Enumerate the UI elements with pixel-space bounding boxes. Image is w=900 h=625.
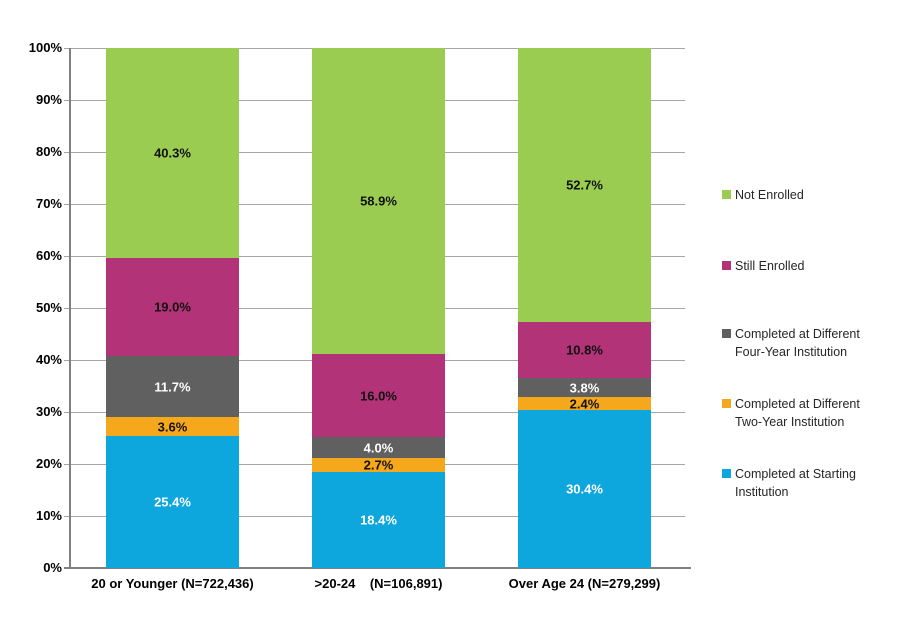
data-label: 18.4%: [360, 512, 397, 528]
data-label: 40.3%: [154, 145, 191, 161]
y-tick-label-30: 30%: [35, 404, 62, 419]
legend-swatch-icon: [722, 261, 731, 270]
bar-segment: [518, 409, 651, 568]
legend-label: Not Enrolled: [735, 188, 804, 202]
y-tick-label-90: 90%: [35, 92, 62, 107]
bar-segment: [106, 417, 239, 436]
legend-swatch-icon: [722, 469, 731, 478]
y-tick-label-20: 20%: [35, 456, 62, 471]
legend-item: Still Enrolled: [722, 257, 883, 275]
legend-item: Completed at Different Two-Year Institut…: [722, 395, 883, 431]
legend-label: Still Enrolled: [735, 259, 805, 273]
y-tick-label-100: 100%: [28, 40, 62, 55]
legend-item: Completed at Different Four-Year Institu…: [722, 325, 883, 361]
data-label: 19.0%: [154, 299, 191, 315]
y-tick-label-80: 80%: [35, 144, 62, 159]
legend: Not Enrolled Still Enrolled Completed at D…: [722, 0, 892, 625]
legend-label: Completed at Different Four-Year Institu…: [735, 327, 860, 359]
category-label: >20-24 (N=106,891): [314, 576, 443, 591]
bar-segment: [518, 321, 651, 378]
bar-segment: [312, 48, 445, 355]
bar-segment: [312, 437, 445, 459]
legend-label: Completed at Different Two-Year Institut…: [735, 397, 860, 429]
x-axis-labels: 20 or Younger (N=722,436) >20-24 (N=106,8…: [70, 574, 685, 594]
x-axis-line: [64, 567, 691, 569]
data-label: 2.7%: [363, 457, 394, 473]
legend-swatch-icon: [722, 399, 731, 408]
bar-segment: [518, 377, 651, 398]
data-label: 11.7%: [154, 379, 191, 395]
bar-segment: [312, 458, 445, 473]
y-tick-label-40: 40%: [35, 352, 62, 367]
data-label: 30.4%: [566, 481, 603, 497]
legend-label: Completed at Starting Institution: [735, 467, 856, 499]
data-label: 10.8%: [566, 342, 603, 358]
legend-swatch-icon: [722, 329, 731, 338]
y-tick-label-50: 50%: [35, 300, 62, 315]
y-axis-labels: 0% 10% 20% 30% 40% 50% 60% 70% 80% 90% 100%: [0, 40, 62, 575]
data-label: 58.9%: [360, 193, 397, 209]
legend-swatch-icon: [722, 190, 731, 199]
y-tick-label-10: 10%: [35, 508, 62, 523]
data-label: 25.4%: [154, 494, 191, 510]
data-label: 4.0%: [363, 440, 394, 456]
bar-segment: [106, 435, 239, 568]
category-label: Over Age 24 (N=279,299): [508, 576, 661, 591]
bar-segment: [518, 48, 651, 322]
data-label: 52.7%: [566, 177, 603, 193]
data-label: 3.8%: [569, 380, 600, 396]
data-label: 3.6%: [157, 419, 188, 435]
y-tick-label-0: 0%: [43, 560, 62, 575]
bar-segment: [106, 257, 239, 357]
y-tick-label-70: 70%: [35, 196, 62, 211]
y-tick-label-60: 60%: [35, 248, 62, 263]
bar-segment: [106, 356, 239, 418]
legend-item: Completed at Starting Institution: [722, 465, 883, 501]
y-axis-line: [69, 48, 71, 569]
bar-segment: [106, 48, 239, 258]
legend-item: Not Enrolled: [722, 186, 883, 204]
data-label: 2.4%: [569, 396, 600, 412]
data-label: 16.0%: [360, 388, 397, 404]
bar-segment: [312, 354, 445, 438]
bar-segment: [518, 397, 651, 410]
category-label: 20 or Younger (N=722,436): [91, 576, 254, 591]
chart-plot: 25.4% 3.6% 11.7% 19.0% 40.3% 18.4% 2.7% 4.0% 16.…: [64, 47, 691, 569]
bar-segment: [312, 472, 445, 568]
